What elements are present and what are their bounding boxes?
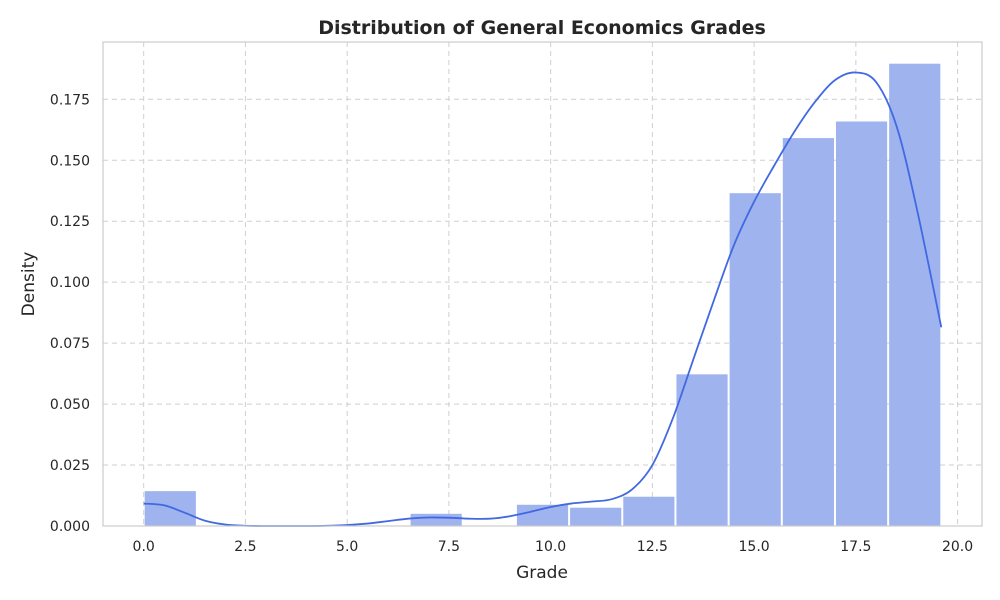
histogram-bar bbox=[516, 504, 569, 526]
histogram-bar bbox=[889, 63, 941, 527]
histogram-bar bbox=[570, 507, 622, 526]
x-tick-label: 7.5 bbox=[438, 539, 460, 555]
x-tick-label: 17.5 bbox=[840, 539, 871, 555]
histogram-bar bbox=[729, 193, 781, 526]
x-tick-labels: 0.0 2.5 5.0 7.5 10.0 12.5 15.0 17.5 20.0 bbox=[133, 539, 974, 555]
histogram-bars bbox=[144, 63, 941, 527]
plot-frame bbox=[102, 41, 983, 527]
histogram-bar bbox=[144, 491, 196, 526]
histogram-bar bbox=[782, 138, 834, 526]
y-tick-label: 0.050 bbox=[50, 397, 90, 413]
x-axis-label: Grade bbox=[516, 563, 568, 583]
x-tick-label: 0.0 bbox=[133, 539, 155, 555]
x-tick-label: 5.0 bbox=[336, 539, 358, 555]
x-tick-label: 20.0 bbox=[942, 539, 973, 555]
x-tick-label: 2.5 bbox=[234, 539, 256, 555]
chart-title: Distribution of General Economics Grades bbox=[318, 17, 766, 39]
histogram-bar bbox=[835, 121, 888, 526]
x-tick-label: 15.0 bbox=[739, 539, 770, 555]
y-tick-label: 0.125 bbox=[50, 214, 90, 230]
x-tick-label: 12.5 bbox=[637, 539, 668, 555]
y-tick-label: 0.000 bbox=[50, 519, 90, 535]
y-tick-label: 0.150 bbox=[50, 153, 90, 169]
histogram-bar bbox=[623, 496, 675, 526]
y-tick-label: 0.075 bbox=[50, 336, 90, 352]
histogram-bar bbox=[410, 513, 462, 526]
y-axis-label: Density bbox=[19, 252, 39, 317]
y-tick-label: 0.025 bbox=[50, 458, 90, 474]
y-tick-label: 0.175 bbox=[50, 92, 90, 108]
y-tick-labels: 0.000 0.025 0.050 0.075 0.100 0.125 0.150 0.175 bbox=[50, 92, 90, 535]
y-tick-label: 0.100 bbox=[50, 275, 90, 291]
x-tick-label: 10.0 bbox=[535, 539, 566, 555]
histogram-bar bbox=[676, 374, 728, 526]
